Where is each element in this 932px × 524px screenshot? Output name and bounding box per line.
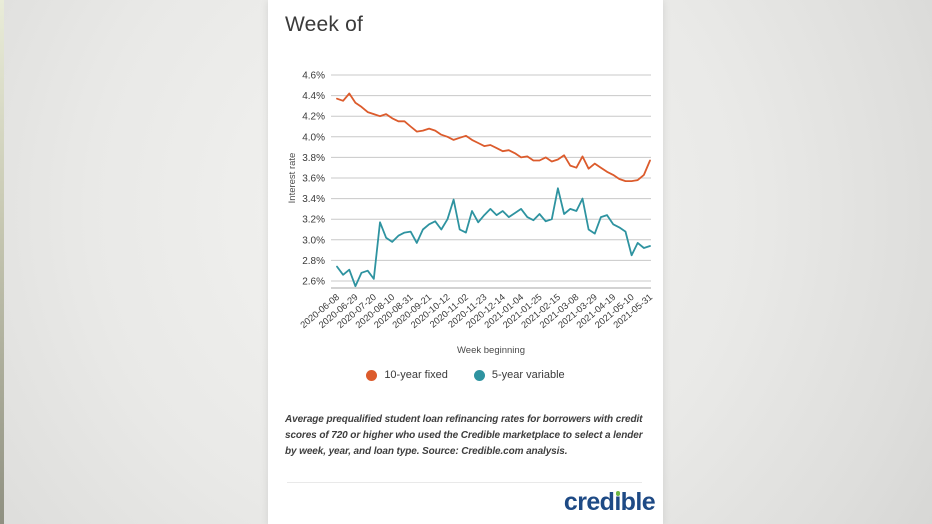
series-line-5-year-variable (336, 187, 651, 288)
series-line-10-year-fixed (336, 92, 651, 183)
y-tick-label: 3.4% (302, 194, 325, 205)
y-tick-label: 3.2% (302, 215, 325, 226)
logo-i-dot-icon (615, 491, 621, 496)
legend-dot-icon (473, 369, 485, 381)
y-tick-label: 4.0% (302, 132, 325, 143)
credible-logo: credı ble (563, 488, 656, 517)
chart-card: Week of 4.6% 4.4% 4.2% 4.0% 3.8% 3.6% 3.4% 3.2%… (268, 0, 663, 524)
page-title: Week of (285, 13, 364, 36)
y-tick-label: 3.6% (302, 174, 325, 185)
legend-dot-icon (366, 369, 378, 381)
footnote: Average prequalified student loan refina… (285, 414, 643, 457)
legend-item-5-year-variable: 5-year variable (473, 369, 565, 381)
divider (287, 482, 642, 483)
chart-svg: 4.6% 4.4% 4.2% 4.0% 3.8% 3.6% 3.4% 3.2% 3.0% 2.8%… (287, 71, 654, 357)
y-tick-label: 2.6% (302, 277, 325, 288)
legend-item-10-year-fixed: 10-year fixed (366, 369, 448, 381)
left-accent-strip (0, 0, 4, 524)
y-axis-title: Interest rate (287, 153, 298, 204)
legend-label: 10-year fixed (384, 369, 448, 381)
y-tick-label: 2.8% (302, 256, 325, 267)
y-tick-label: 4.6% (302, 71, 325, 82)
logo-text-left: cred (563, 488, 615, 516)
y-tick-label: 3.8% (302, 153, 325, 164)
logo-letter-i: ı (614, 488, 621, 516)
legend-label: 5-year variable (491, 369, 565, 381)
y-tick-label: 3.0% (302, 235, 325, 246)
logo-text-right: ble (620, 488, 656, 516)
y-tick-label: 4.4% (302, 91, 325, 102)
chart-legend: 10-year fixed 5-year variable (268, 369, 663, 381)
y-tick-label: 4.2% (302, 112, 325, 123)
x-axis-title: Week beginning (457, 345, 525, 356)
